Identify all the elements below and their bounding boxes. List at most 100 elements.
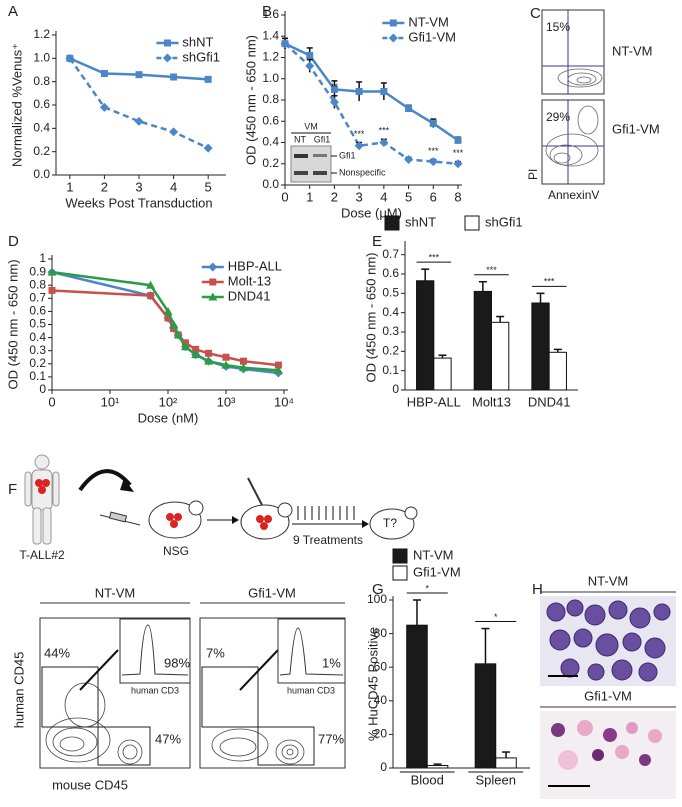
significance: ***	[428, 146, 439, 156]
micrographs-h: H NT-VM Gfi1-VM	[532, 573, 676, 799]
marker	[163, 306, 173, 315]
histogram	[279, 627, 344, 676]
y-tick-label: 0.2	[382, 344, 399, 358]
significance: ***	[453, 148, 464, 158]
x-tick-label: 5	[405, 189, 412, 204]
y-tick-label: 0	[380, 760, 387, 774]
y-tick-label: 1.2	[33, 27, 50, 41]
y-tick-label: 1.2	[262, 50, 279, 64]
panel-letter: H	[532, 581, 543, 598]
bar	[495, 757, 517, 769]
marker	[222, 353, 230, 361]
marker	[100, 70, 108, 77]
marker	[204, 75, 212, 83]
panel-letter: F	[8, 481, 17, 498]
y-tick-label: 0	[39, 382, 46, 396]
y-tick-label: 80	[374, 626, 388, 640]
marker	[305, 61, 315, 71]
lane-label: NT	[294, 134, 306, 144]
y-tick-label: 1.6	[262, 7, 279, 21]
legend-label: NT-VM	[413, 547, 453, 562]
panel-letter: B	[262, 3, 272, 20]
y-tick-label: 0.3	[29, 343, 46, 357]
gate-percent: 7%	[206, 645, 225, 660]
gate-percent: 47%	[155, 731, 181, 746]
x-tick-label: 10³	[217, 394, 236, 409]
marker	[47, 267, 57, 276]
significance: ***	[354, 129, 365, 139]
y-tick-label: 0.4	[29, 330, 46, 344]
legend: NT-VM Gfi1-VM	[392, 547, 461, 581]
marker	[162, 53, 172, 63]
tumor-cells	[256, 515, 272, 530]
bar	[531, 302, 550, 391]
x-tick-label: 0	[281, 189, 288, 204]
marker	[273, 365, 283, 374]
marker	[205, 349, 213, 357]
inset-percent: 1%	[322, 655, 341, 670]
x-tick-label: 2	[101, 179, 108, 194]
arrow	[79, 649, 279, 691]
band	[294, 171, 308, 175]
marker	[208, 292, 218, 301]
marker	[147, 292, 155, 300]
bar	[416, 280, 435, 391]
panel-letter: D	[8, 233, 19, 250]
marker	[355, 88, 363, 95]
significance: *	[425, 583, 429, 593]
y-tick-label: 0.9	[29, 264, 46, 278]
y-tick-label: 0.0	[262, 177, 279, 191]
gate-percent: 44%	[44, 645, 70, 660]
bar	[473, 290, 493, 391]
percent-label: 15%	[546, 20, 570, 34]
y-tick-label: 0.6	[33, 97, 50, 111]
x-tick-label: 10¹	[101, 394, 120, 409]
bar	[548, 351, 567, 391]
y-tick-label: 0.4	[33, 121, 50, 135]
band	[294, 154, 308, 158]
marker	[192, 345, 200, 353]
y-tick-label: 0.4	[382, 305, 399, 319]
x-tick-label: Molt13	[472, 394, 511, 409]
x-tick-label: 3	[356, 189, 363, 204]
series-line	[284, 42, 459, 142]
y-tick-label: 0.5	[382, 286, 399, 300]
image-title: Gfi1-VM	[584, 688, 632, 703]
percent-label: 29%	[546, 110, 570, 124]
y-tick-label: 0.1	[29, 369, 46, 383]
significance: ***	[544, 277, 555, 287]
patient-label: T-ALL#2	[19, 548, 65, 562]
marker	[173, 330, 183, 339]
y-tick-label: 0.2	[262, 156, 279, 170]
marker	[135, 71, 143, 79]
histogram	[121, 624, 189, 676]
y-tick-label: 20	[374, 727, 388, 741]
marker	[404, 155, 414, 164]
marker	[280, 39, 290, 49]
panel-letter: A	[8, 3, 18, 20]
x-tick-label: 0	[48, 394, 55, 409]
y-tick-label: 0.8	[29, 277, 46, 291]
y-tick-label: 0.7	[29, 290, 46, 304]
cells	[546, 599, 671, 682]
legend-label: shGfi1	[485, 214, 523, 229]
y-axis-label: OD (450 nm - 650 nm)	[5, 259, 20, 389]
significance: *	[494, 612, 498, 622]
marker	[379, 138, 389, 147]
syringe	[247, 477, 263, 506]
marker	[164, 314, 172, 322]
marker	[169, 320, 179, 328]
panel-letter: E	[372, 233, 382, 250]
legend-label: shNT	[182, 34, 213, 49]
bar	[433, 357, 452, 391]
flow-panel-c: C 15% NT-VM 29% Gfi1-VM PI AnnexinV	[526, 5, 660, 202]
axis-label: AnnexinV	[548, 188, 599, 202]
mouse-head	[404, 506, 418, 520]
mouse	[369, 508, 415, 540]
marker	[405, 105, 413, 112]
x-tick-label: 10⁴	[274, 394, 294, 409]
marker	[239, 357, 247, 365]
